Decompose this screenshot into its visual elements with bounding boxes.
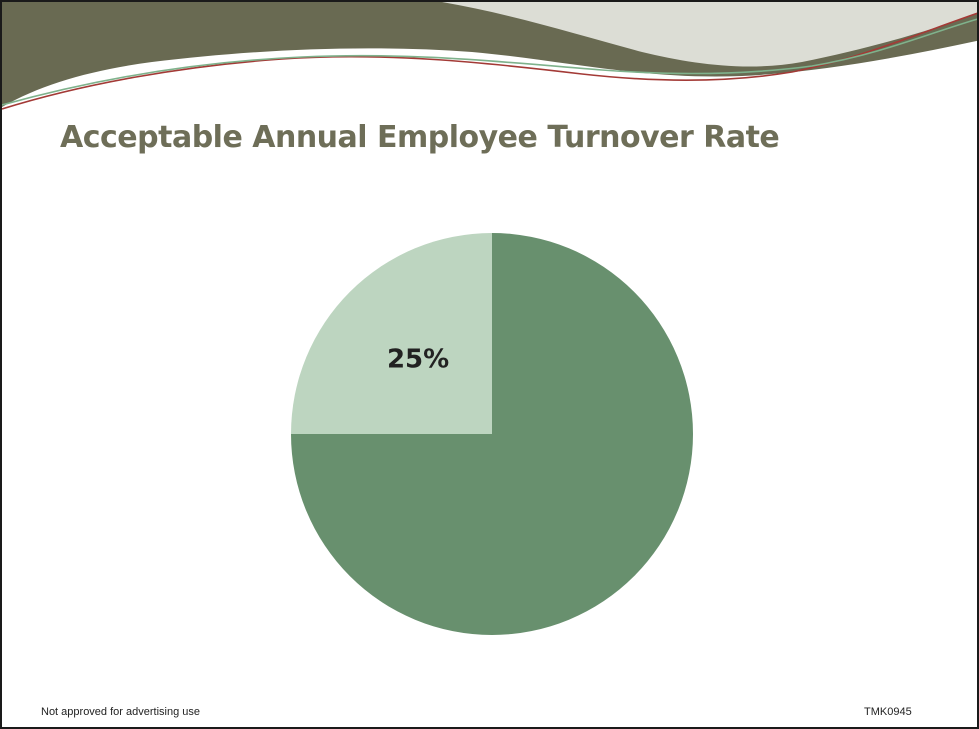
- header-wave-banner: [2, 2, 977, 110]
- slide-title: Acceptable Annual Employee Turnover Rate: [60, 120, 780, 155]
- footer-code: TMK0945: [864, 706, 912, 718]
- banner-green-line: [2, 18, 977, 106]
- pie-slice-2: [291, 233, 492, 434]
- banner-light-wave: [442, 2, 977, 67]
- pie-slice-2-label: 25%: [387, 345, 449, 375]
- footer-disclaimer: Not approved for advertising use: [41, 706, 200, 718]
